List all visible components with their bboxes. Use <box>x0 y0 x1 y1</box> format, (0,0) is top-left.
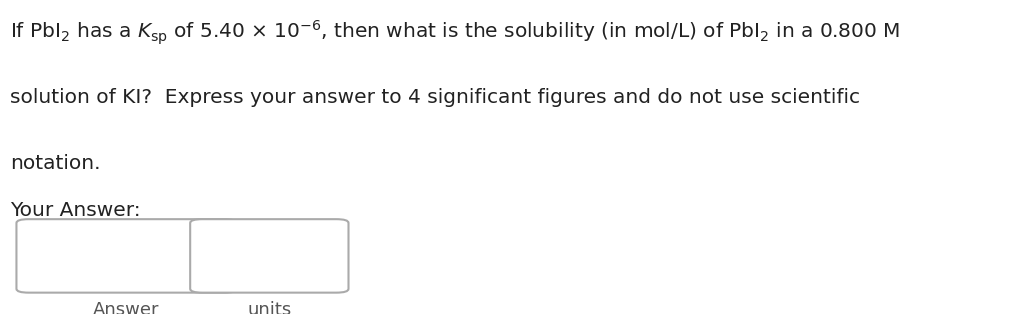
Text: solution of KI?  Express your answer to 4 significant figures and do not use sci: solution of KI? Express your answer to 4… <box>10 88 860 107</box>
Text: If PbI$_2$ has a $K_{\mathrm{sp}}$ of 5.40 $\times$ 10$^{-6}$, then what is the : If PbI$_2$ has a $K_{\mathrm{sp}}$ of 5.… <box>10 19 901 47</box>
Text: notation.: notation. <box>10 154 101 173</box>
Text: units: units <box>247 301 292 314</box>
Text: Answer: Answer <box>94 301 159 314</box>
FancyBboxPatch shape <box>16 219 236 293</box>
FancyBboxPatch shape <box>190 219 348 293</box>
Text: Your Answer:: Your Answer: <box>10 201 141 220</box>
